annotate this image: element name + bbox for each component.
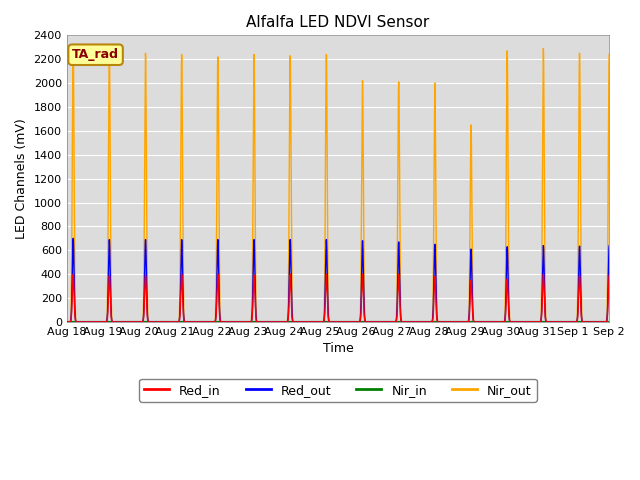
Red_in: [319, 319, 327, 325]
Red_out: [391, 319, 399, 325]
Red_out: [198, 319, 205, 325]
Nir_out: [63, 319, 70, 325]
Red_out: [451, 319, 459, 325]
Nir_in: [451, 319, 459, 324]
Red_in: [411, 319, 419, 325]
Nir_out: [449, 319, 457, 325]
Red_in: [63, 319, 70, 325]
Nir_in: [411, 319, 419, 324]
Red_in: [451, 319, 459, 325]
Nir_in: [605, 319, 613, 324]
Nir_out: [319, 319, 327, 324]
Legend: Red_in, Red_out, Nir_in, Nir_out: Red_in, Red_out, Nir_in, Nir_out: [139, 379, 537, 402]
X-axis label: Time: Time: [323, 342, 353, 355]
Nir_out: [198, 319, 205, 325]
Nir_out: [605, 51, 613, 57]
Red_out: [605, 243, 613, 249]
Y-axis label: LED Channels (mV): LED Channels (mV): [15, 118, 28, 239]
Red_out: [319, 319, 327, 324]
Red_in: [69, 271, 77, 277]
Text: TA_rad: TA_rad: [72, 48, 119, 61]
Nir_in: [391, 319, 399, 324]
Nir_out: [451, 319, 459, 325]
Nir_out: [411, 319, 419, 325]
Nir_out: [69, 43, 77, 49]
Nir_in: [63, 319, 70, 324]
Nir_out: [391, 319, 399, 325]
Nir_in: [198, 319, 205, 324]
Nir_out: [570, 319, 578, 325]
Line: Red_out: Red_out: [67, 239, 609, 322]
Red_out: [411, 319, 419, 325]
Title: Alfalfa LED NDVI Sensor: Alfalfa LED NDVI Sensor: [246, 15, 429, 30]
Red_in: [605, 273, 613, 278]
Line: Nir_out: Nir_out: [67, 46, 609, 322]
Line: Red_in: Red_in: [67, 274, 609, 322]
Red_out: [69, 236, 77, 241]
Nir_in: [570, 319, 578, 324]
Red_in: [570, 319, 578, 325]
Red_in: [485, 319, 493, 325]
Red_out: [570, 319, 578, 325]
Red_out: [557, 319, 565, 325]
Red_out: [63, 319, 70, 325]
Red_in: [198, 319, 205, 325]
Nir_in: [319, 319, 327, 324]
Red_in: [391, 319, 399, 325]
